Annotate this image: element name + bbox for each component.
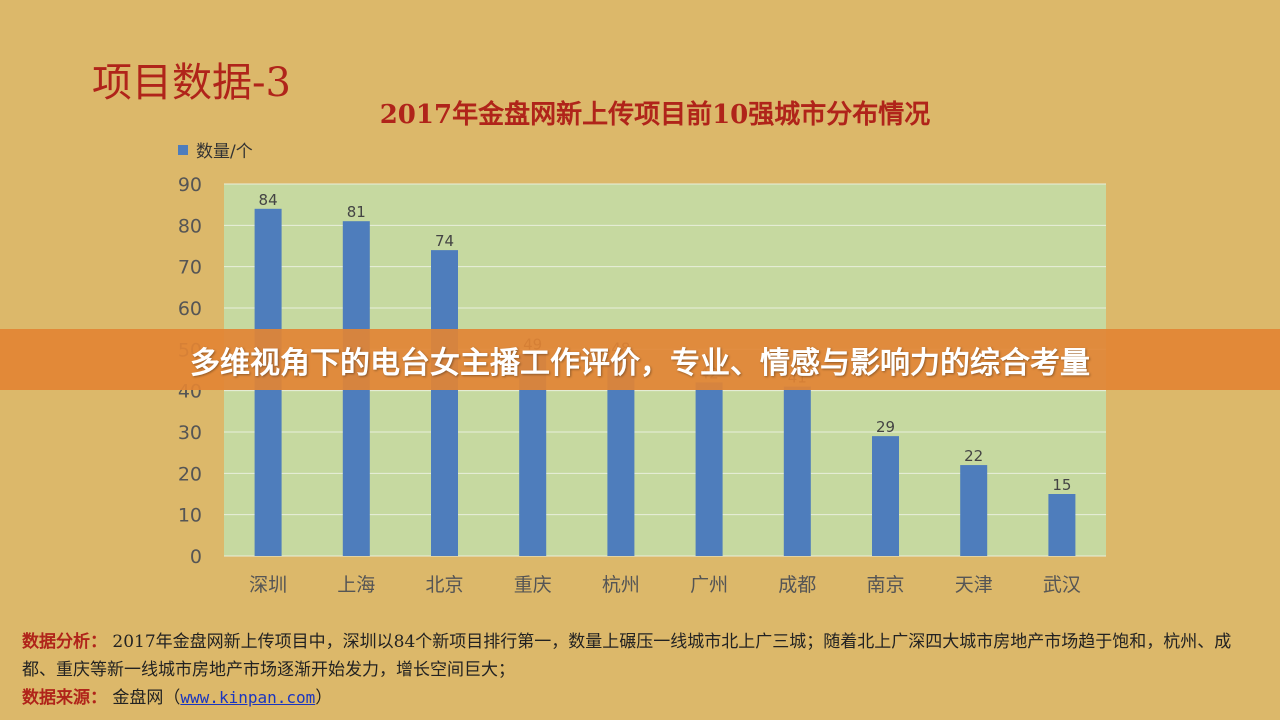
y-tick-label: 60 bbox=[178, 298, 202, 320]
x-tick-label: 深圳 bbox=[249, 574, 287, 596]
overlay-banner: 多维视角下的电台女主播工作评价，专业、情感与影响力的综合考量 bbox=[0, 329, 1280, 390]
analysis-text: 2017年金盘网新上传项目中，深圳以84个新项目排行第一，数量上碾压一线城市北上… bbox=[22, 632, 1232, 680]
y-tick-label: 20 bbox=[178, 463, 202, 485]
x-tick-label: 南京 bbox=[866, 574, 904, 596]
chart-legend: 数量/个 bbox=[178, 137, 253, 162]
bar bbox=[1048, 494, 1076, 556]
data-label: 74 bbox=[435, 232, 454, 250]
x-tick-label: 北京 bbox=[425, 574, 463, 596]
source-close: ） bbox=[315, 688, 333, 708]
x-tick-label: 天津 bbox=[955, 574, 993, 596]
bar bbox=[960, 465, 988, 556]
x-tick-label: 杭州 bbox=[602, 574, 640, 596]
data-label: 29 bbox=[876, 418, 895, 436]
x-tick-label: 上海 bbox=[337, 574, 375, 596]
data-label: 15 bbox=[1052, 476, 1071, 494]
y-tick-label: 10 bbox=[178, 505, 202, 527]
banner-text: 多维视角下的电台女主播工作评价，专业、情感与影响力的综合考量 bbox=[190, 345, 1090, 381]
y-tick-label: 70 bbox=[178, 257, 202, 279]
analysis-label: 数据分析： bbox=[22, 632, 107, 652]
x-tick-label: 武汉 bbox=[1043, 574, 1081, 596]
slide-title: 项目数据-3 bbox=[92, 60, 291, 106]
bar bbox=[783, 386, 811, 556]
bar bbox=[431, 250, 458, 556]
data-label: 84 bbox=[259, 191, 278, 209]
data-label: 81 bbox=[347, 203, 366, 221]
source-line: 数据来源： 金盘网（www.kinpan.com） bbox=[22, 684, 1252, 712]
y-tick-label: 80 bbox=[178, 215, 202, 237]
legend-label: 数量/个 bbox=[196, 142, 253, 162]
source-link[interactable]: www.kinpan.com bbox=[180, 688, 316, 707]
notes-section: 数据分析： 2017年金盘网新上传项目中，深圳以84个新项目排行第一，数量上碾压… bbox=[22, 628, 1252, 712]
y-tick-label: 90 bbox=[178, 174, 202, 196]
chart-title: 2017年金盘网新上传项目前10强城市分布情况 bbox=[379, 100, 931, 130]
bar-chart: 010203040506070809084深圳81上海74北京49重庆48杭州4… bbox=[178, 174, 1106, 596]
analysis-paragraph: 数据分析： 2017年金盘网新上传项目中，深圳以84个新项目排行第一，数量上碾压… bbox=[22, 628, 1252, 684]
source-name: 金盘网（ bbox=[112, 688, 181, 708]
y-tick-label: 30 bbox=[178, 422, 202, 444]
source-label: 数据来源： bbox=[22, 688, 107, 708]
x-tick-label: 重庆 bbox=[514, 574, 552, 596]
bar bbox=[872, 436, 899, 556]
y-tick-label: 0 bbox=[190, 546, 202, 568]
bar bbox=[695, 382, 723, 556]
data-label: 22 bbox=[964, 447, 983, 465]
x-tick-label: 广州 bbox=[690, 574, 728, 596]
bar bbox=[607, 357, 635, 556]
legend-swatch bbox=[178, 144, 188, 155]
x-tick-label: 成都 bbox=[778, 574, 816, 596]
